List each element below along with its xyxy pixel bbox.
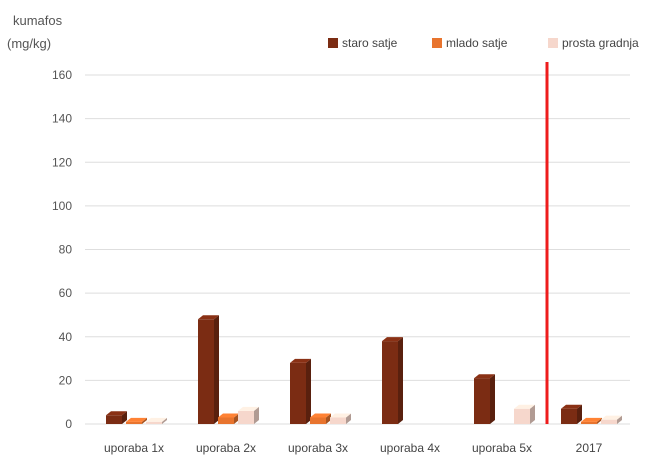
bar-side bbox=[306, 358, 311, 424]
bar-top bbox=[310, 413, 331, 418]
bar-side bbox=[234, 413, 239, 424]
bar-front bbox=[310, 417, 326, 424]
y-axis-label: kumafos (mg/kg) bbox=[7, 13, 63, 51]
bar-side bbox=[122, 411, 127, 424]
bar-front bbox=[561, 408, 577, 424]
legend: staro satje mlado satje prosta gradnja bbox=[328, 36, 639, 50]
legend-label: mlado satje bbox=[446, 36, 508, 50]
bar-side bbox=[597, 417, 602, 424]
bar bbox=[146, 417, 167, 424]
y-tick-label: 80 bbox=[59, 243, 73, 257]
legend-label: staro satje bbox=[342, 36, 398, 50]
legend-swatch bbox=[432, 38, 442, 48]
bar bbox=[514, 404, 535, 424]
bar-top bbox=[581, 417, 602, 422]
gridlines bbox=[85, 74, 630, 425]
bar-side bbox=[142, 417, 147, 424]
bar-top bbox=[238, 406, 259, 411]
bar-front bbox=[330, 417, 346, 424]
bar bbox=[382, 337, 403, 424]
bar-front bbox=[290, 362, 306, 424]
bar-front bbox=[382, 341, 398, 424]
y-tick-label: 20 bbox=[59, 373, 73, 387]
bar-front bbox=[198, 319, 214, 424]
bar-top bbox=[198, 315, 219, 320]
bar bbox=[106, 411, 127, 424]
category-labels: uporaba 1x uporaba 2x uporaba 3x uporaba 4x… bbox=[104, 441, 603, 455]
bar-front bbox=[601, 419, 617, 424]
bar-side bbox=[214, 315, 219, 424]
bar-top bbox=[126, 417, 147, 422]
bar-top bbox=[382, 337, 403, 342]
bar-top bbox=[330, 413, 351, 418]
legend-label: prosta gradnja bbox=[562, 36, 639, 50]
bar bbox=[601, 415, 622, 424]
bar-front bbox=[581, 421, 597, 424]
legend-entry: mlado satje bbox=[432, 36, 508, 50]
category-label: 2017 bbox=[576, 441, 603, 455]
bar bbox=[126, 417, 147, 424]
bar-top bbox=[218, 413, 239, 418]
bar bbox=[290, 358, 311, 424]
bar-side bbox=[490, 374, 495, 424]
bar-front bbox=[126, 421, 142, 424]
bar-side bbox=[162, 417, 167, 424]
bar-front bbox=[514, 408, 530, 424]
bar-top bbox=[146, 417, 167, 422]
y-axis-label-line-1: kumafos bbox=[13, 13, 63, 28]
bar bbox=[238, 406, 259, 424]
bar-side bbox=[577, 404, 582, 424]
bar bbox=[581, 417, 602, 424]
bar-side bbox=[346, 413, 351, 424]
legend-entry: prosta gradnja bbox=[548, 36, 639, 50]
y-tick-label: 0 bbox=[65, 417, 72, 431]
bar bbox=[561, 404, 582, 424]
bar-front bbox=[218, 417, 234, 424]
bar-front bbox=[474, 378, 490, 424]
bar-top bbox=[106, 411, 127, 416]
y-tick-label: 160 bbox=[52, 68, 72, 82]
bar-side bbox=[617, 415, 622, 424]
bar-top bbox=[561, 404, 582, 409]
bar bbox=[198, 315, 219, 424]
bar-front bbox=[146, 421, 162, 424]
legend-swatch bbox=[548, 38, 558, 48]
bar bbox=[310, 413, 331, 424]
bar-top bbox=[290, 358, 311, 363]
category-label: uporaba 3x bbox=[288, 441, 348, 455]
bar-front bbox=[106, 415, 122, 424]
bar-side bbox=[530, 404, 535, 424]
bar-side bbox=[398, 337, 403, 424]
category-label: uporaba 4x bbox=[380, 441, 440, 455]
legend-entry: staro satje bbox=[328, 36, 398, 50]
bar bbox=[474, 374, 495, 424]
y-tick-label: 40 bbox=[59, 330, 73, 344]
bar-top bbox=[474, 374, 495, 379]
bar-side bbox=[326, 413, 331, 424]
y-axis-ticks: 0 20 40 60 80 100 120 140 160 bbox=[52, 68, 72, 431]
category-label: uporaba 1x bbox=[104, 441, 164, 455]
bar-front bbox=[238, 410, 254, 424]
bar-top bbox=[514, 404, 535, 409]
y-tick-label: 120 bbox=[52, 155, 72, 169]
bar-side bbox=[254, 406, 259, 424]
y-axis-label-line-2: (mg/kg) bbox=[7, 36, 51, 51]
y-tick-label: 100 bbox=[52, 199, 72, 213]
category-label: uporaba 5x bbox=[472, 441, 532, 455]
legend-swatch bbox=[328, 38, 338, 48]
bars bbox=[106, 315, 622, 424]
y-tick-label: 60 bbox=[59, 286, 73, 300]
bar bbox=[330, 413, 351, 424]
y-tick-label: 140 bbox=[52, 112, 72, 126]
category-label: uporaba 2x bbox=[196, 441, 256, 455]
bar-top bbox=[601, 415, 622, 420]
bar bbox=[218, 413, 239, 424]
